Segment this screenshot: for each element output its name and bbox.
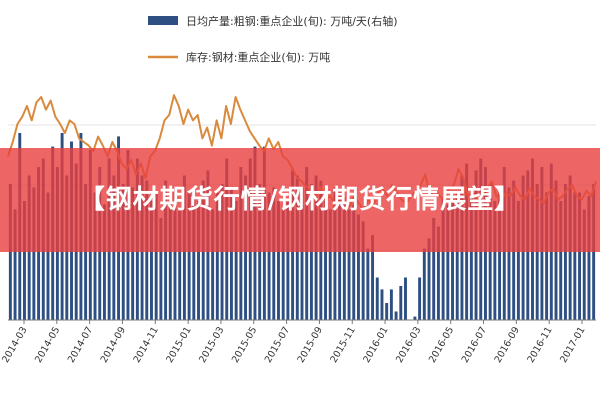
production-bar	[342, 197, 346, 320]
production-bar	[154, 192, 158, 320]
production-bar	[516, 201, 520, 320]
production-bar	[150, 201, 153, 320]
production-bar	[173, 187, 177, 320]
title-banner: 【钢材期货行情/钢材期货行情展望】	[0, 148, 600, 252]
production-bar	[215, 192, 219, 320]
production-bar	[418, 277, 422, 320]
production-bar	[493, 201, 497, 320]
production-bar	[582, 209, 586, 320]
production-bar	[399, 286, 403, 320]
production-bar	[220, 184, 224, 320]
production-bar	[366, 248, 370, 320]
production-bar	[535, 184, 539, 320]
production-bar	[272, 187, 276, 320]
production-bar	[587, 195, 591, 320]
production-bar	[102, 204, 106, 320]
production-bar	[592, 184, 596, 320]
production-bar	[8, 184, 12, 320]
production-bar	[507, 187, 511, 320]
production-bar	[413, 316, 417, 320]
production-bar	[404, 277, 407, 320]
production-bar	[375, 277, 379, 320]
production-bar	[229, 187, 233, 320]
production-bar	[385, 303, 389, 320]
production-bar	[498, 192, 502, 320]
production-bar	[300, 187, 304, 320]
production-bar	[121, 184, 125, 320]
production-bar	[197, 201, 200, 320]
production-bar	[309, 184, 313, 320]
legend: 日均产量:粗钢:重点企业(旬): 万吨/天(右轴) 库存:钢材:重点企业(旬):…	[148, 14, 398, 64]
production-bar	[380, 289, 384, 320]
production-bar	[347, 209, 351, 320]
production-bar	[211, 209, 215, 320]
production-bar	[427, 238, 431, 320]
production-bar	[563, 184, 567, 320]
production-bar	[436, 226, 440, 320]
production-bar	[361, 221, 365, 320]
production-bar	[168, 197, 172, 320]
production-bar	[545, 192, 549, 320]
production-bar	[455, 192, 459, 320]
production-bar	[432, 218, 436, 320]
production-bar	[131, 187, 135, 320]
production-bar	[46, 192, 50, 320]
production-bar	[333, 187, 337, 320]
production-bar	[267, 192, 271, 320]
production-bar	[394, 311, 398, 320]
production-bar	[352, 204, 356, 320]
banner-title: 【钢材期货行情/钢材期货行情展望】	[78, 185, 522, 215]
production-bar	[328, 209, 332, 320]
production-bar	[286, 201, 290, 320]
production-bar	[371, 235, 375, 320]
production-bar	[389, 289, 393, 320]
production-bar	[23, 201, 26, 320]
production-bar	[451, 201, 454, 320]
production-bar	[84, 184, 88, 320]
production-bar	[13, 209, 17, 320]
production-bar	[469, 192, 473, 320]
production-bar	[578, 192, 581, 320]
legend-swatch-production	[148, 16, 178, 25]
production-bar	[234, 201, 238, 320]
production-bar	[441, 197, 445, 320]
production-bar	[277, 201, 280, 320]
legend-label-inventory: 库存:钢材:重点企业(旬): 万吨	[186, 50, 330, 64]
legend-label-production: 日均产量:粗钢:重点企业(旬): 万吨/天(右轴)	[186, 14, 398, 28]
production-bar	[324, 201, 327, 320]
production-bar	[422, 248, 426, 320]
production-bar	[178, 209, 182, 320]
production-bar	[159, 218, 163, 320]
production-bar	[187, 192, 191, 320]
production-bar	[356, 214, 360, 320]
production-bar	[32, 187, 36, 320]
production-bar	[559, 201, 563, 320]
production-bar	[93, 192, 97, 320]
production-bar	[573, 192, 577, 320]
production-bar	[446, 204, 450, 320]
production-bar	[192, 192, 196, 320]
production-bar	[338, 194, 342, 320]
production-bar	[258, 184, 262, 320]
production-bar	[281, 209, 285, 320]
production-bar	[488, 184, 492, 320]
